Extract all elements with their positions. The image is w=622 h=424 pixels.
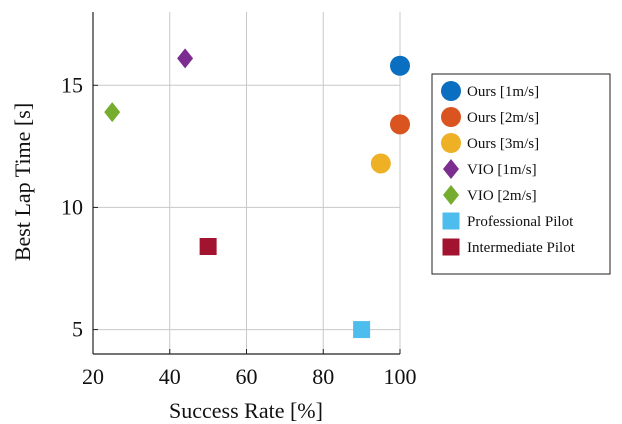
x-tick-label-60: 60 [236, 364, 258, 389]
legend-marker-vio-1m-s [443, 159, 459, 179]
legend-marker-ours-2m-s [441, 107, 461, 127]
grid-lines [93, 12, 401, 354]
data-point-ours-3m-s-0 [370, 153, 391, 174]
data-point-vio-1m-s-0 [177, 48, 194, 69]
x-tick-label-40: 40 [159, 364, 181, 389]
legend-label-vio-1m-s: VIO [1m/s] [467, 162, 537, 178]
x-tick-label-100: 100 [384, 364, 417, 389]
x-tick-label-20: 20 [82, 364, 104, 389]
legend-marker-ours-3m-s [441, 133, 461, 153]
y-axis-label: Best Lap Time [s] [10, 103, 35, 261]
y-tick-label-10: 10 [61, 194, 83, 219]
data-point-ours-1m-s-0 [390, 55, 410, 76]
legend: Ours [1m/s] Ours [2m/s] Ours [3m/s] VIO [1m… [431, 73, 611, 275]
legend-label-ours-3m-s: Ours [3m/s] [467, 136, 539, 152]
legend-label-vio-2m-s: VIO [2m/s] [467, 188, 537, 204]
legend-marker-vio-2m-s [443, 185, 459, 205]
legend-marker-professional-pilot [442, 212, 460, 230]
axes [92, 12, 401, 355]
data-point-professional-pilot-0 [353, 321, 371, 339]
tick-labels: 20 40 60 80 100 5 10 15 [61, 72, 417, 389]
legend-label-intermediate-pilot: Intermediate Pilot [467, 240, 576, 256]
data-point-intermediate-pilot-0 [199, 238, 217, 256]
legend-label-ours-2m-s: Ours [2m/s] [467, 110, 539, 126]
x-tick-label-80: 80 [312, 364, 334, 389]
legend-items: Ours [1m/s] Ours [2m/s] Ours [3m/s] VIO [1m… [441, 81, 576, 256]
legend-frame [431, 73, 611, 275]
legend-label-professional-pilot: Professional Pilot [467, 214, 574, 230]
y-tick-label-15: 15 [61, 72, 83, 97]
data-points [104, 48, 410, 339]
data-point-ours-2m-s-0 [390, 114, 410, 135]
data-point-vio-2m-s-0 [104, 102, 121, 123]
x-axis-label: Success Rate [%] [169, 398, 323, 423]
y-tick-label-5: 5 [72, 317, 83, 342]
legend-label-ours-1m-s: Ours [1m/s] [467, 84, 539, 100]
legend-marker-ours-1m-s [441, 81, 461, 101]
legend-marker-intermediate-pilot [442, 238, 460, 256]
